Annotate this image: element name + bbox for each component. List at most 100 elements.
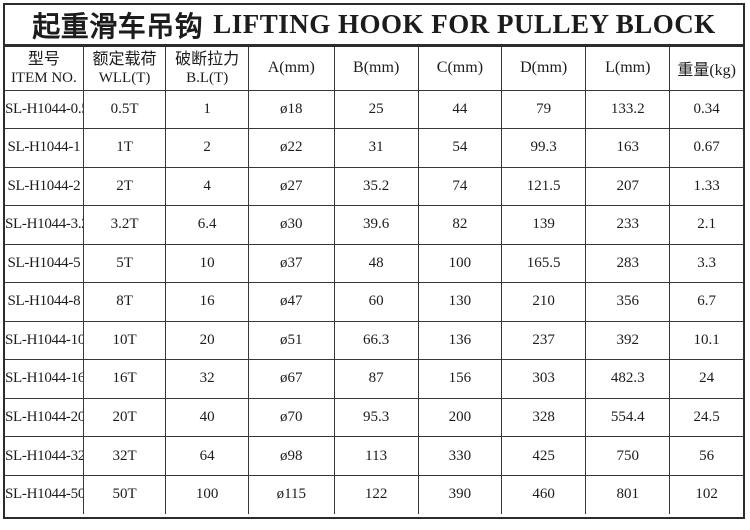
- table-cell: 2.1: [669, 205, 744, 245]
- table-cell: ø37: [248, 243, 335, 284]
- table-cell: 32: [165, 359, 249, 399]
- spec-sheet: 起重滑车吊钩 LIFTING HOOK FOR PULLEY BLOCK 型号 I…: [3, 3, 745, 519]
- table-cell: 60: [333, 282, 419, 322]
- table-cell: 233: [585, 205, 671, 245]
- table-cell: ø98: [248, 436, 335, 476]
- table-cell: 121.5: [501, 166, 587, 207]
- table-cell: 801: [585, 474, 671, 515]
- table-row: SL-H1044-0.5 0.5T 1 ø18 25 44 79 133.2 0.34: [4, 89, 744, 130]
- table-cell: 40: [165, 397, 249, 438]
- header-cell: C(mm): [417, 46, 503, 91]
- table-cell: 3.3: [669, 243, 744, 284]
- table-cell: 64: [165, 436, 249, 476]
- table-cell: 390: [417, 474, 503, 515]
- table-cell: 356: [585, 282, 671, 322]
- table-cell: 425: [501, 436, 587, 476]
- table-cell: 3.2T: [82, 205, 167, 245]
- table-cell: ø27: [248, 166, 335, 207]
- table-cell: 10.1: [669, 320, 744, 361]
- item-no-cell: SL-H1044-5: [4, 243, 84, 284]
- table-cell: 99.3: [501, 128, 587, 168]
- table-cell: 25: [333, 89, 419, 130]
- table-cell: 210: [501, 282, 587, 322]
- header-cell: 重量(kg): [669, 46, 744, 91]
- item-no-cell: SL-H1044-50: [4, 474, 84, 515]
- table-cell: 87: [333, 359, 419, 399]
- table-cell: ø47: [248, 282, 335, 322]
- table-cell: 66.3: [333, 320, 419, 361]
- table-cell: 303: [501, 359, 587, 399]
- table-cell: 156: [417, 359, 503, 399]
- table-cell: 16T: [82, 359, 167, 399]
- title-english: LIFTING HOOK FOR PULLEY BLOCK: [213, 9, 716, 39]
- header-cell: B(mm): [333, 46, 419, 91]
- table-cell: 328: [501, 397, 587, 438]
- table-cell: 200: [417, 397, 503, 438]
- item-no-cell: SL-H1044-32: [4, 436, 84, 476]
- header-cell: 破断拉力 B.L(T): [165, 46, 249, 91]
- table-cell: 330: [417, 436, 503, 476]
- item-no-cell: SL-H1044-8: [4, 282, 84, 322]
- table-cell: 100: [165, 474, 249, 515]
- table-cell: 4: [165, 166, 249, 207]
- table-row: SL-H1044-8 8T 16 ø47 60 130 210 356 6.7: [4, 282, 744, 322]
- page-title: 起重滑车吊钩 LIFTING HOOK FOR PULLEY BLOCK: [5, 5, 743, 47]
- table-cell: 1T: [82, 128, 167, 168]
- table-cell: 56: [669, 436, 744, 476]
- table-cell: 100: [417, 243, 503, 284]
- table-cell: 392: [585, 320, 671, 361]
- table-cell: 16: [165, 282, 249, 322]
- table-cell: 20T: [82, 397, 167, 438]
- item-no-cell: SL-H1044-10: [4, 320, 84, 361]
- table-cell: 24.5: [669, 397, 744, 438]
- table-cell: 554.4: [585, 397, 671, 438]
- item-no-cell: SL-H1044-0.5: [4, 89, 84, 130]
- table-cell: 31: [333, 128, 419, 168]
- table-cell: 165.5: [501, 243, 587, 284]
- table-cell: 50T: [82, 474, 167, 515]
- table-cell: 0.34: [669, 89, 744, 130]
- table-cell: 1.33: [669, 166, 744, 207]
- item-no-cell: SL-H1044-1: [4, 128, 84, 168]
- header-cell: 额定载荷 WLL(T): [82, 46, 167, 91]
- table-row: SL-H1044-1 1T 2 ø22 31 54 99.3 163 0.67: [4, 128, 744, 168]
- item-no-cell: SL-H1044-2: [4, 166, 84, 207]
- table-cell: 82: [417, 205, 503, 245]
- table-cell: ø115: [248, 474, 335, 515]
- table-cell: 20: [165, 320, 249, 361]
- table-row: SL-H1044-5 5T 10 ø37 48 100 165.5 283 3.3: [4, 243, 744, 284]
- table-row: SL-H1044-3.2 3.2T 6.4 ø30 39.6 82 139 233 2.1: [4, 205, 744, 245]
- table-row: SL-H1044-2 2T 4 ø27 35.2 74 121.5 207 1.33: [4, 166, 744, 207]
- table-cell: 482.3: [585, 359, 671, 399]
- table-cell: 10: [165, 243, 249, 284]
- table-cell: 163: [585, 128, 671, 168]
- header-cell: A(mm): [248, 46, 335, 91]
- table-body: SL-H1044-0.5 0.5T 1 ø18 25 44 79 133.2 0.34 SL-H1…: [4, 89, 744, 515]
- table-cell: 6.4: [165, 205, 249, 245]
- header-row: 型号 ITEM NO. 额定载荷 WLL(T) 破断拉力 B.L(T) A(mm) B(mm)…: [4, 46, 744, 91]
- table-cell: 10T: [82, 320, 167, 361]
- table-row: SL-H1044-50 50T 100 ø115 122 390 460 801 102: [4, 474, 744, 515]
- item-no-cell: SL-H1044-20: [4, 397, 84, 438]
- table-cell: 79: [501, 89, 587, 130]
- table-cell: 130: [417, 282, 503, 322]
- table-cell: 74: [417, 166, 503, 207]
- table-row: SL-H1044-16 16T 32 ø67 87 156 303 482.3 24: [4, 359, 744, 399]
- table-cell: 48: [333, 243, 419, 284]
- header-cell: D(mm): [501, 46, 587, 91]
- table-cell: ø67: [248, 359, 335, 399]
- table-cell: ø22: [248, 128, 335, 168]
- table-cell: 6.7: [669, 282, 744, 322]
- table-cell: 136: [417, 320, 503, 361]
- table-row: SL-H1044-20 20T 40 ø70 95.3 200 328 554.4 24.5: [4, 397, 744, 438]
- table-cell: 139: [501, 205, 587, 245]
- table-cell: 35.2: [333, 166, 419, 207]
- table-cell: 32T: [82, 436, 167, 476]
- item-no-cell: SL-H1044-16: [4, 359, 84, 399]
- table-cell: 95.3: [333, 397, 419, 438]
- table-cell: 0.5T: [82, 89, 167, 130]
- table-cell: 237: [501, 320, 587, 361]
- table-cell: 2T: [82, 166, 167, 207]
- table-cell: 1: [165, 89, 249, 130]
- table-cell: 2: [165, 128, 249, 168]
